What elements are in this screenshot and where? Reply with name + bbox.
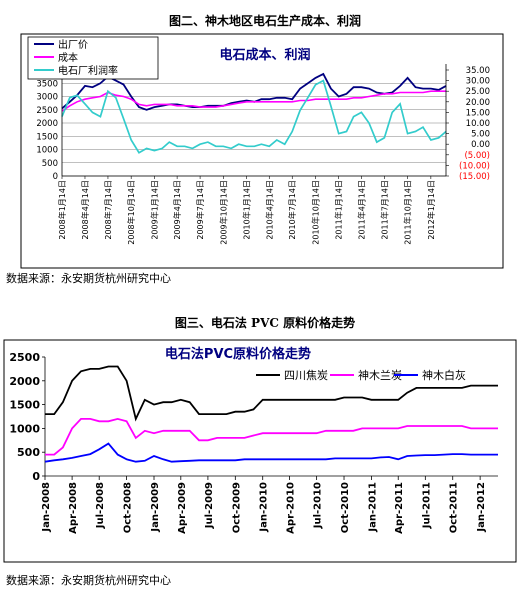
x-axis-tick-label: Oct-2008	[123, 482, 134, 533]
left-axis-tick-label: 2500	[36, 106, 58, 116]
x-axis-tick-label: Jan-2009	[150, 482, 161, 533]
x-axis-tick-label: 2011年7月14日	[379, 180, 389, 240]
left-axis-tick-label: 0	[53, 172, 58, 182]
legend-label: 电石厂利润率	[58, 64, 118, 77]
x-axis-tick-label: Jan-2012	[476, 482, 487, 533]
x-axis-tick-label: 2011年10月14日	[403, 180, 413, 245]
legend-label: 四川焦炭	[284, 369, 328, 382]
x-axis-tick-label: 2010年4月14日	[264, 180, 274, 240]
right-axis-tick-label: 20.00	[466, 98, 490, 108]
right-axis-tick-label: 15.00	[466, 108, 490, 118]
y-axis-tick-label: 500	[17, 446, 40, 459]
left-axis-tick-label: 3000	[36, 93, 58, 103]
x-axis-tick-label: Oct-2011	[449, 482, 460, 533]
x-axis-tick-label: 2010年10月14日	[310, 180, 320, 245]
series-line-1	[45, 365, 498, 422]
x-axis-tick-label: 2009年4月14日	[172, 180, 182, 240]
right-axis-tick-label: 25.00	[466, 87, 490, 97]
left-axis-tick-label: 1500	[36, 132, 58, 142]
right-axis-tick-label: 0.00	[471, 140, 490, 150]
y-axis-tick-label: 1500	[9, 399, 40, 412]
x-axis-tick-label: 2009年7月14日	[195, 180, 205, 240]
right-axis-tick-label: 30.00	[466, 77, 490, 87]
y-axis-tick-label: 2500	[9, 351, 40, 364]
series-line-3	[44, 442, 498, 463]
x-axis-tick-label: 2008年1月14日	[57, 180, 67, 240]
x-axis-tick-label: 2009年10月14日	[218, 180, 228, 245]
legend-label: 神木白灰	[422, 368, 466, 382]
figure2-caption: 图三、电石法 PVC 原料价格走势	[174, 316, 356, 330]
series-line-2	[61, 90, 446, 112]
legend-label: 出厂价	[58, 38, 88, 51]
figure1-caption: 图二、神木地区电石生产成本、利润	[168, 14, 361, 28]
x-axis-tick-label: Jul-2009	[204, 482, 215, 529]
figure2-source: 数据来源：永安期货杭州研究中心	[6, 574, 171, 587]
chart2-title: 电石法PVC原料价格走势	[165, 346, 311, 362]
x-axis-tick-label: Jul-2011	[421, 482, 432, 529]
x-axis-tick-label: Apr-2010	[286, 482, 297, 534]
x-axis-tick-label: 2011年4月14日	[356, 180, 366, 240]
right-axis-tick-label: 35.00	[466, 66, 490, 76]
left-axis-tick-label: 1000	[36, 146, 58, 156]
chart1-title: 电石成本、利润	[219, 47, 310, 63]
x-axis-tick-label: 2012年1月14日	[426, 180, 436, 240]
x-axis-tick-label: 2010年1月14日	[242, 180, 252, 240]
left-axis-tick-label: 2000	[36, 119, 58, 129]
x-axis-tick-label: Apr-2008	[68, 482, 79, 534]
left-axis-tick-label: 500	[42, 159, 58, 169]
y-axis-tick-label: 1000	[9, 422, 40, 435]
x-axis-tick-label: 2011年1月14日	[334, 180, 344, 240]
x-axis-tick-label: Jul-2008	[95, 482, 106, 529]
y-axis-tick-label: 0	[32, 470, 40, 483]
series-line-2	[45, 417, 498, 456]
x-axis-tick-label: 2008年7月14日	[103, 180, 113, 240]
chart2-legend: 四川焦炭 神木兰炭 神木白灰	[256, 368, 466, 382]
x-axis-tick-label: Jan-2011	[367, 482, 378, 533]
x-axis-tick-label: Oct-2010	[340, 482, 351, 533]
right-axis-tick-label: 10.00	[466, 119, 490, 129]
x-axis-tick-label: 2008年4月14日	[80, 180, 90, 240]
x-axis-tick-label: Apr-2011	[394, 482, 405, 534]
x-axis-tick-label: Jan-2010	[259, 482, 270, 533]
legend-label: 成本	[58, 51, 78, 64]
figure1-source: 数据来源：永安期货杭州研究中心	[6, 272, 171, 285]
x-axis-tick-label: 2010年7月14日	[287, 180, 297, 240]
x-axis-tick-label: 2009年1月14日	[149, 180, 159, 240]
x-axis-tick-label: Jul-2010	[313, 482, 324, 529]
left-axis-tick-label: 3500	[36, 79, 58, 89]
x-axis-tick-label: Apr-2009	[177, 482, 188, 534]
x-axis-tick-label: Oct-2009	[231, 482, 242, 533]
pvc-raw-material-chart: 0 500 1000 1500 2000 2500 Jan-2008 Apr-2008 Jul-…	[3, 339, 517, 563]
chart2-frame	[3, 339, 517, 563]
right-axis-tick-label: (5.00)	[464, 151, 490, 161]
legend-label: 神木兰炭	[358, 368, 402, 382]
y-axis-tick-label: 2000	[9, 375, 40, 388]
series-line-3	[61, 79, 447, 154]
x-axis-tick-label: Jan-2008	[41, 482, 52, 533]
cost-profit-chart: 0 500 1000 1500 2000 2500 3000 3500 35.0030.0025…	[20, 33, 504, 269]
right-axis-tick-label: (10.00)	[459, 161, 490, 171]
x-axis-tick-label: 2008年10月14日	[126, 180, 136, 245]
right-axis-tick-label: (15.00)	[459, 172, 490, 182]
right-axis-tick-label: 5.00	[471, 130, 490, 140]
